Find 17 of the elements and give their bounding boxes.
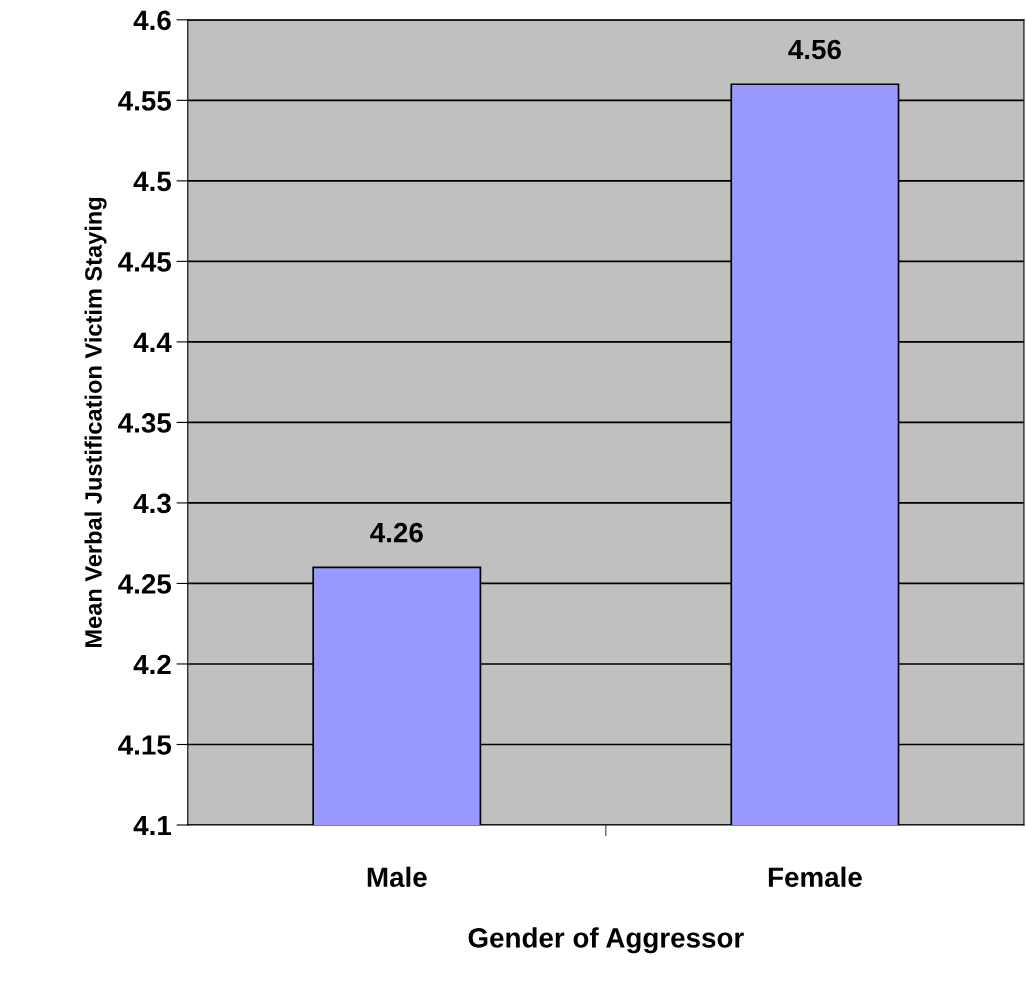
y-tick-label: 4.25 bbox=[118, 574, 172, 594]
y-axis-title: Mean Verbal Justification Victim Staying bbox=[84, 197, 107, 647]
y-tick-label: 4.6 bbox=[133, 10, 171, 31]
y-tick-label: 4.35 bbox=[118, 413, 172, 433]
x-tick-label: Male bbox=[367, 866, 427, 888]
y-tick-label: 4.5 bbox=[133, 171, 172, 192]
y-tick-label: 4.4 bbox=[133, 332, 172, 352]
y-tick-label: 4.45 bbox=[118, 252, 172, 272]
y-tick-label: 4.2 bbox=[133, 654, 171, 675]
x-axis-title: Gender of Aggressor bbox=[468, 927, 744, 954]
data-label: 4.56 bbox=[788, 39, 841, 60]
data-label: 4.26 bbox=[370, 522, 423, 543]
y-tick-label: 4.3 bbox=[133, 493, 171, 514]
y-tick-label: 4.15 bbox=[118, 735, 172, 755]
y-tick-label: 4.1 bbox=[133, 815, 172, 836]
y-tick-label: 4.55 bbox=[118, 91, 172, 111]
x-tick-label: Female bbox=[768, 866, 862, 888]
